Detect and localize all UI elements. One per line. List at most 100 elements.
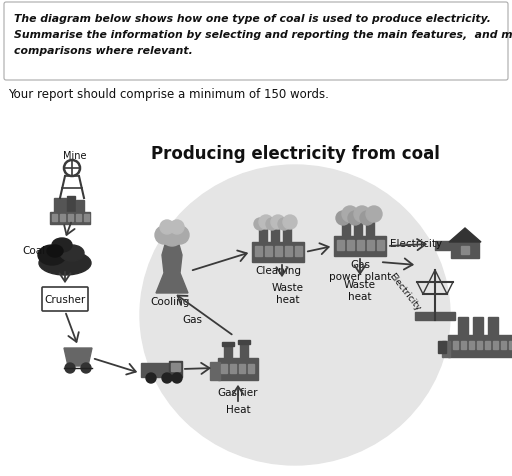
Text: Coal: Coal (22, 246, 45, 256)
Bar (453, 341, 458, 349)
Text: Heat: Heat (226, 405, 250, 415)
Text: Cleaning: Cleaning (255, 266, 301, 276)
Bar (230, 364, 236, 373)
Bar (248, 364, 254, 373)
Text: Electricity: Electricity (390, 239, 442, 249)
Ellipse shape (39, 251, 91, 275)
Bar (67, 196, 75, 212)
Bar (252, 242, 304, 262)
Text: Gasifier: Gasifier (218, 388, 258, 398)
FancyBboxPatch shape (4, 2, 508, 80)
Ellipse shape (140, 165, 450, 465)
Text: Your report should comprise a minimum of 150 words.: Your report should comprise a minimum of… (8, 88, 329, 101)
Circle shape (160, 220, 174, 234)
Bar (485, 341, 490, 349)
Circle shape (278, 218, 290, 230)
Bar (501, 341, 506, 349)
Bar (377, 240, 384, 250)
Bar (141, 363, 169, 377)
Bar (76, 214, 81, 221)
Polygon shape (64, 348, 92, 366)
Bar (461, 246, 469, 254)
Bar (357, 240, 364, 250)
Text: Waste
heat: Waste heat (272, 283, 304, 306)
Circle shape (360, 211, 374, 225)
Bar (337, 240, 344, 250)
Circle shape (172, 373, 182, 383)
Bar (54, 198, 66, 212)
Text: Summarise the information by selecting and reporting the main features,  and mak: Summarise the information by selecting a… (14, 30, 512, 40)
Ellipse shape (38, 245, 66, 265)
Bar (210, 362, 220, 380)
Circle shape (342, 206, 358, 222)
Bar (493, 341, 498, 349)
Bar (415, 312, 455, 320)
Bar (442, 341, 450, 357)
Ellipse shape (47, 245, 63, 257)
Bar (68, 214, 73, 221)
Bar (295, 246, 302, 256)
Circle shape (254, 218, 266, 230)
Bar (60, 214, 65, 221)
Bar (477, 341, 482, 349)
Polygon shape (156, 241, 188, 293)
Bar (283, 228, 291, 243)
Bar (461, 341, 466, 349)
Text: comparisons where relevant.: comparisons where relevant. (14, 46, 193, 56)
Bar (438, 341, 446, 353)
Bar (458, 317, 468, 337)
Bar (259, 228, 267, 243)
Text: Cooling: Cooling (151, 297, 189, 307)
Bar (255, 246, 262, 256)
Bar (448, 335, 512, 357)
Circle shape (155, 226, 173, 244)
Bar (285, 246, 292, 256)
Bar (435, 241, 450, 250)
Bar (366, 222, 374, 237)
Text: Gas: Gas (182, 315, 202, 325)
Bar (84, 214, 89, 221)
Circle shape (354, 206, 370, 222)
Bar (50, 212, 90, 224)
Bar (222, 342, 234, 346)
Circle shape (65, 363, 75, 373)
Circle shape (170, 220, 184, 234)
Ellipse shape (52, 238, 72, 252)
Circle shape (348, 211, 362, 225)
FancyBboxPatch shape (42, 287, 88, 311)
Bar (334, 236, 386, 256)
Bar (240, 342, 248, 360)
Bar (221, 364, 227, 373)
Text: Electricity: Electricity (388, 271, 422, 313)
Bar (271, 228, 279, 243)
Bar (171, 363, 180, 371)
Circle shape (171, 226, 189, 244)
Circle shape (366, 206, 382, 222)
Circle shape (161, 224, 183, 246)
Circle shape (283, 215, 297, 229)
Circle shape (162, 373, 172, 383)
Bar (488, 317, 498, 337)
Circle shape (266, 218, 278, 230)
Bar (367, 240, 374, 250)
Bar (509, 341, 512, 349)
Text: Gas
power plant: Gas power plant (329, 260, 391, 282)
Bar (239, 364, 245, 373)
Bar (52, 214, 57, 221)
Text: The diagram below shows how one type of coal is used to produce electricity.: The diagram below shows how one type of … (14, 14, 491, 24)
Bar (265, 246, 272, 256)
Bar (342, 222, 350, 237)
Bar (238, 340, 250, 344)
Polygon shape (449, 228, 481, 242)
Circle shape (81, 363, 91, 373)
Circle shape (336, 211, 350, 225)
Bar (473, 317, 483, 337)
Text: Crusher: Crusher (45, 295, 86, 305)
Bar (354, 222, 362, 237)
Text: Mine: Mine (63, 151, 87, 161)
Text: Waste
heat: Waste heat (344, 280, 376, 302)
Circle shape (146, 373, 156, 383)
Bar (451, 242, 479, 258)
Text: Producing electricity from coal: Producing electricity from coal (151, 145, 439, 163)
Circle shape (271, 215, 285, 229)
